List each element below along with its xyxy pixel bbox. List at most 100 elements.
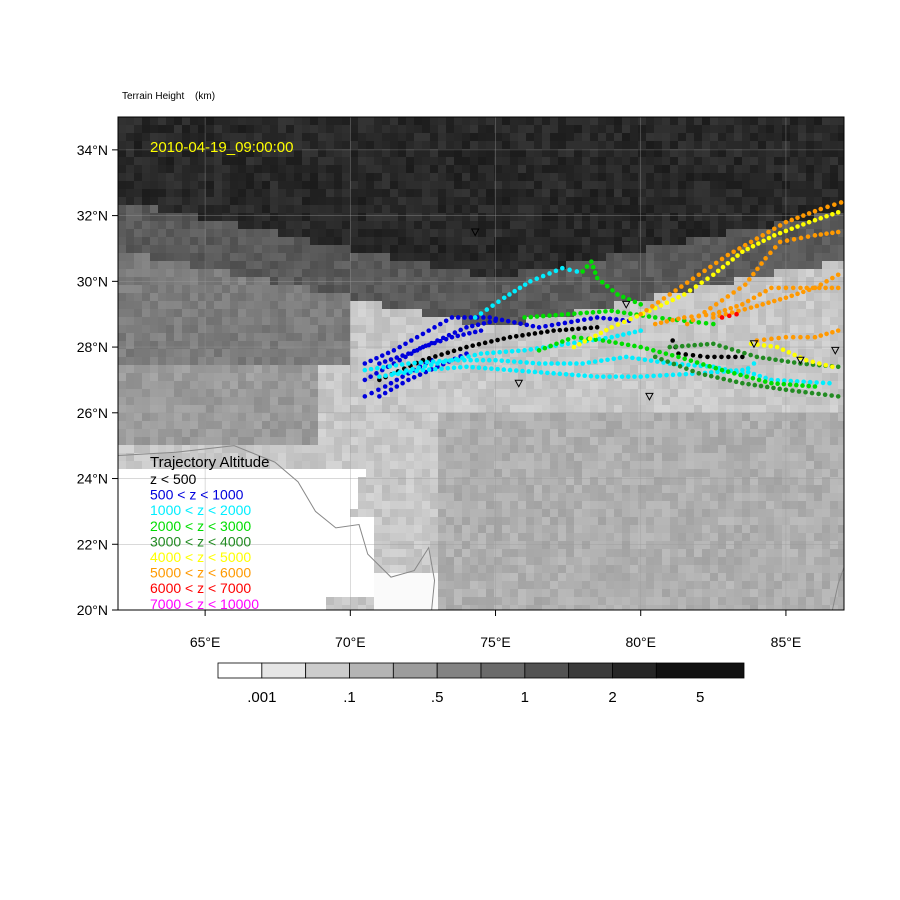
trajectory-10 xyxy=(391,328,644,376)
legend-item: z < 500 xyxy=(150,471,197,487)
trajectory-point xyxy=(747,277,752,282)
trajectory-point xyxy=(460,355,465,361)
trajectory-point xyxy=(561,361,567,366)
trajectory-point xyxy=(578,335,584,341)
trajectory-point xyxy=(646,314,652,319)
colorbar-swatch xyxy=(436,662,482,679)
trajectory-point xyxy=(605,283,610,289)
trajectory-point xyxy=(526,332,532,337)
trajectory-point xyxy=(509,348,515,354)
trajectory-point xyxy=(470,364,476,370)
trajectory-point xyxy=(728,305,734,311)
trajectory-9 xyxy=(472,265,580,320)
trajectory-point xyxy=(516,348,521,354)
trajectory-point xyxy=(628,316,633,322)
trajectory-point xyxy=(574,361,579,366)
field-units: (km) xyxy=(195,91,215,102)
trajectory-point xyxy=(569,372,575,378)
trajectory-point xyxy=(433,354,438,359)
trajectory-point xyxy=(551,328,556,333)
trajectory-point xyxy=(756,241,761,246)
trajectory-point xyxy=(638,311,644,317)
trajectory-point xyxy=(774,344,780,350)
trajectory-point xyxy=(681,292,687,297)
trajectory-point xyxy=(708,373,714,379)
trajectory-point xyxy=(725,294,731,299)
trajectory-18 xyxy=(638,200,844,317)
trajectory-point xyxy=(735,253,740,258)
trajectory-point xyxy=(732,371,737,376)
trajectory-point xyxy=(789,226,795,232)
trajectory-point xyxy=(562,320,568,326)
trajectory-point xyxy=(474,357,480,363)
trajectory-point xyxy=(829,285,835,291)
trajectory-point xyxy=(507,367,513,373)
trajectory-point xyxy=(719,256,725,262)
trajectory-point xyxy=(670,317,675,323)
trajectory-point xyxy=(511,359,517,364)
trajectory-point xyxy=(439,352,444,357)
trajectory-point xyxy=(362,377,368,383)
lon-tick-label: 65°E xyxy=(190,634,221,650)
trajectory-point xyxy=(788,378,794,384)
trajectory-point xyxy=(794,379,800,384)
trajectory-point xyxy=(381,364,386,370)
trajectory-point xyxy=(621,319,627,325)
trajectory-point xyxy=(603,327,609,333)
trajectory-point xyxy=(787,382,793,387)
trajectory-point xyxy=(638,344,644,350)
trajectory-point xyxy=(682,356,687,362)
trajectory-point xyxy=(475,322,481,328)
trajectory-point xyxy=(594,275,600,281)
trajectory-point xyxy=(664,300,670,305)
trajectory-point xyxy=(487,319,493,325)
trajectory-point xyxy=(804,361,810,367)
trajectory-point xyxy=(447,358,453,363)
trajectory-point xyxy=(754,303,760,309)
trajectory-point xyxy=(563,327,569,332)
trajectory-point xyxy=(781,381,787,387)
trajectory-point xyxy=(835,229,841,235)
trajectory-point xyxy=(497,349,502,355)
trajectory-point xyxy=(671,361,677,367)
trajectory-point xyxy=(362,394,368,399)
trajectory-point xyxy=(686,362,691,368)
trajectory-point xyxy=(745,298,751,304)
trajectory-point xyxy=(835,328,841,333)
trajectory-point xyxy=(593,337,599,342)
trajectory-point xyxy=(548,343,553,349)
legend-title: Trajectory Altitude xyxy=(150,454,270,471)
trajectory-point xyxy=(587,336,593,341)
trajectory-point xyxy=(630,355,635,361)
trajectory-point xyxy=(812,217,818,223)
trajectory-point xyxy=(520,333,525,338)
trajectory-point xyxy=(547,271,552,276)
trajectory-point xyxy=(740,367,745,373)
trajectory-point xyxy=(742,242,748,248)
trajectory-point xyxy=(397,369,403,375)
trajectory-point xyxy=(590,264,596,270)
trajectory-point xyxy=(775,381,780,386)
trajectory-point xyxy=(805,334,810,340)
trajectory-point xyxy=(829,393,834,398)
trajectory-point xyxy=(377,394,382,399)
trajectory-point xyxy=(805,234,811,239)
field-name: Terrain Height xyxy=(122,91,184,102)
trajectory-point xyxy=(530,360,536,366)
trajectory-point xyxy=(571,334,577,340)
trajectory-point xyxy=(457,364,463,370)
trajectory-point xyxy=(634,314,640,319)
trajectory-point xyxy=(763,256,768,261)
trajectory-point xyxy=(600,338,606,343)
trajectory-point xyxy=(576,372,581,378)
trajectory-point xyxy=(835,394,841,399)
trajectory-point xyxy=(660,316,665,321)
trajectory-point xyxy=(426,356,432,361)
trajectory-point xyxy=(775,377,781,383)
trajectory-23 xyxy=(719,311,739,320)
trajectory-point xyxy=(542,345,548,351)
trajectory-point xyxy=(582,339,588,344)
trajectory-point xyxy=(790,285,796,291)
trajectory-point xyxy=(760,233,765,238)
